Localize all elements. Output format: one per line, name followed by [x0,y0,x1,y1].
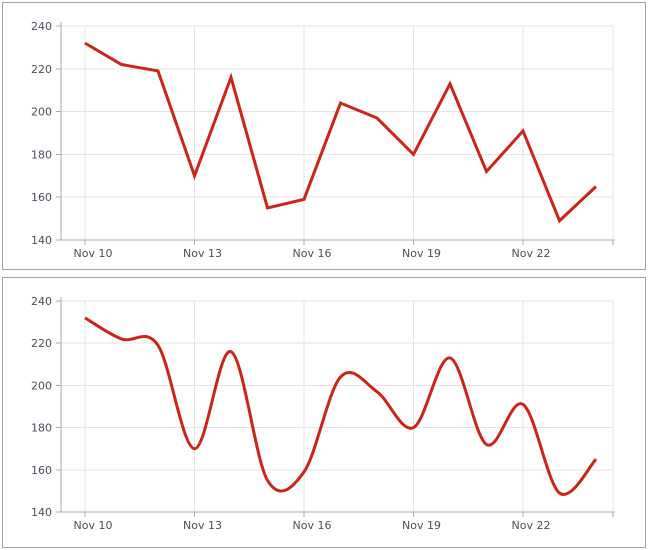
spline-chart-panel: 140 160 180 200 220 240 Nov 10 Nov 13 Nov 16 Nov … [2,277,646,548]
line-series-path [84,41,598,224]
y-axis-tick-label: 160 [31,191,52,204]
x-axis-tick-label: Nov 16 [293,247,332,260]
spline-series-path [84,316,598,496]
x-axis-tick-label: Nov 22 [512,519,551,532]
line-chart-panel: 140 160 180 200 220 240 Nov 10 Nov 13 Nov 16 Nov … [2,2,646,270]
y-axis-tick-label: 240 [31,295,52,308]
x-axis-tick-label: Nov 10 [74,519,113,532]
x-axis-tick-label: Nov 13 [183,519,222,532]
y-axis-tick-label: 180 [31,148,52,161]
spline-chart-canvas: 140 160 180 200 220 240 Nov 10 Nov 13 Nov 16 Nov … [31,295,615,532]
y-axis-tick-label: 140 [31,506,52,519]
y-axis-tick-label: 220 [31,337,52,350]
y-axis-tick-label: 200 [31,106,52,119]
y-axis-tick-label: 200 [31,379,52,392]
x-axis-tick-label: Nov 19 [402,247,441,260]
x-axis-tick-label: Nov 10 [74,247,113,260]
y-axis-tick-label: 160 [31,464,52,477]
y-axis-tick-label: 220 [31,63,52,76]
x-axis-tick-label: Nov 13 [183,247,222,260]
x-axis-tick-label: Nov 19 [402,519,441,532]
x-axis-tick-label: Nov 16 [293,519,332,532]
y-axis-tick-label: 180 [31,422,52,435]
y-axis-tick-label: 240 [31,20,52,33]
line-chart-canvas: 140 160 180 200 220 240 Nov 10 Nov 13 Nov 16 Nov … [31,20,615,260]
y-axis-tick-label: 140 [31,234,52,247]
x-axis-tick-label: Nov 22 [512,247,551,260]
